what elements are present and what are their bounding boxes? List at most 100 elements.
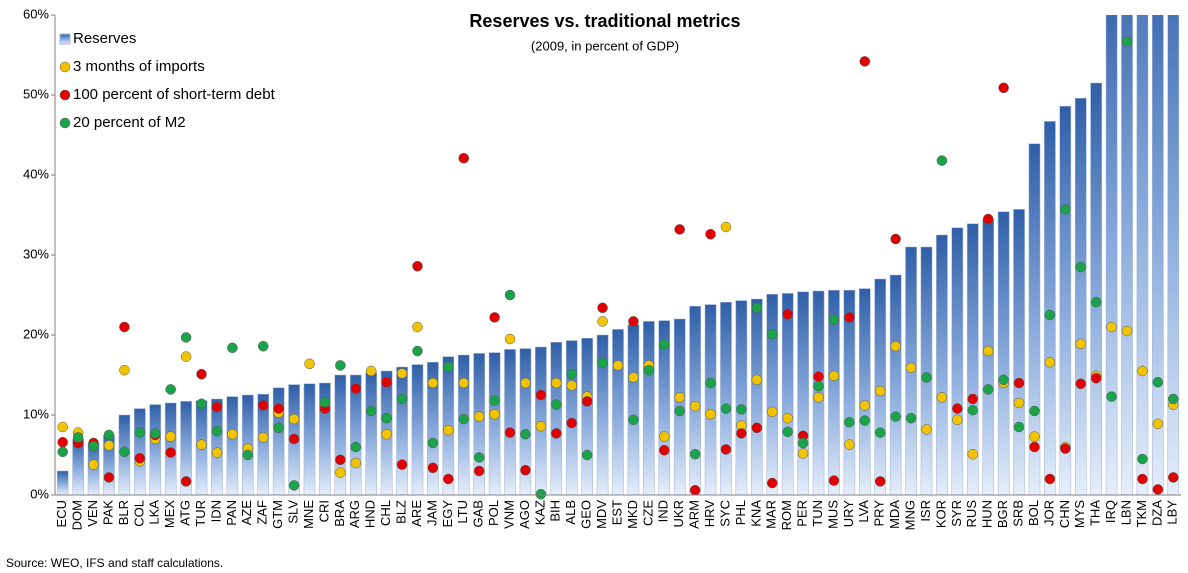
bar [843,289,856,495]
x-tick-label: BLZ [393,500,408,524]
marker [535,389,547,401]
marker [551,377,562,389]
marker [782,308,793,320]
x-tick-label: AGO [517,500,532,529]
x-tick-label: PAN [224,500,239,526]
marker [165,447,176,458]
bar [550,341,563,495]
marker [365,405,377,417]
marker [535,420,547,432]
marker [1044,356,1056,368]
marker [319,396,331,408]
legend-label: Reserves [73,30,136,47]
marker [982,213,994,225]
bar [997,211,1010,495]
marker [443,361,454,373]
marker [982,384,994,395]
marker [859,415,871,426]
plot-area [56,15,1180,495]
bar [1121,15,1133,495]
y-tick-label: 0% [30,486,49,501]
x-tick-label: LTU [455,500,470,524]
marker [350,457,362,469]
bar [781,293,794,495]
marker [288,433,300,445]
marker [458,377,470,389]
marker [844,312,855,323]
x-tick-label: MKD [625,500,640,529]
marker [196,439,207,450]
marker [350,441,362,453]
marker [1106,321,1117,333]
bar [1013,209,1025,495]
marker [273,422,284,434]
marker [1013,397,1025,409]
x-tick-label: GTM [270,500,285,529]
x-tick-label: EST [609,500,624,525]
bar [828,289,840,495]
x-tick-label: TKM [1134,500,1149,527]
marker [1075,338,1086,350]
marker [473,452,485,463]
marker [88,440,99,452]
x-tick-label: LBY [1165,500,1180,525]
marker [720,221,732,233]
x-tick-label: SLV [286,500,301,524]
marker [103,472,115,483]
x-tick-label: KOR [933,500,948,528]
bar [211,398,223,495]
marker [967,448,979,460]
marker [458,413,470,425]
marker [751,374,763,386]
marker [196,398,207,410]
marker [813,392,824,403]
marker [998,82,1009,94]
legend-label: 100 percent of short-term debt [73,86,276,103]
bar [488,352,501,495]
bar [226,396,239,495]
bar [704,304,717,495]
bar [1167,15,1180,495]
x-tick-label: HND [363,500,378,528]
marker [489,408,500,420]
marker [335,467,346,478]
x-tick-label: MNG [903,500,918,530]
marker [443,424,454,436]
marker [1029,431,1040,442]
x-tick-label: PRY [872,500,887,527]
bar [504,349,516,495]
marker [1137,473,1148,485]
bar [319,382,331,495]
x-tick-label: BIH [548,500,563,522]
x-tick-label: VEN [85,500,100,527]
marker [874,476,886,487]
marker [659,444,670,456]
x-tick-label: SYC [717,500,732,527]
marker [72,432,84,443]
x-tick-label: ATG [178,500,193,526]
marker [520,377,531,389]
x-tick-label: GEO [579,500,594,529]
marker [443,473,454,485]
marker [936,392,948,403]
marker [597,357,608,369]
marker [103,440,115,451]
marker [520,428,531,440]
marker [1060,443,1071,454]
marker [952,403,963,414]
marker [473,465,485,477]
x-tick-label: GAB [471,500,486,527]
bar [334,374,347,495]
marker [1029,405,1040,417]
x-tick-label: CHL [378,500,393,526]
marker [982,345,994,357]
x-tick-label: TUR [193,500,208,527]
bar [627,324,640,495]
x-tick-label: KAZ [532,500,547,525]
marker [412,345,423,357]
bar [982,219,994,495]
marker [381,412,392,424]
marker [797,448,809,459]
bar [658,320,671,495]
marker [335,454,346,466]
